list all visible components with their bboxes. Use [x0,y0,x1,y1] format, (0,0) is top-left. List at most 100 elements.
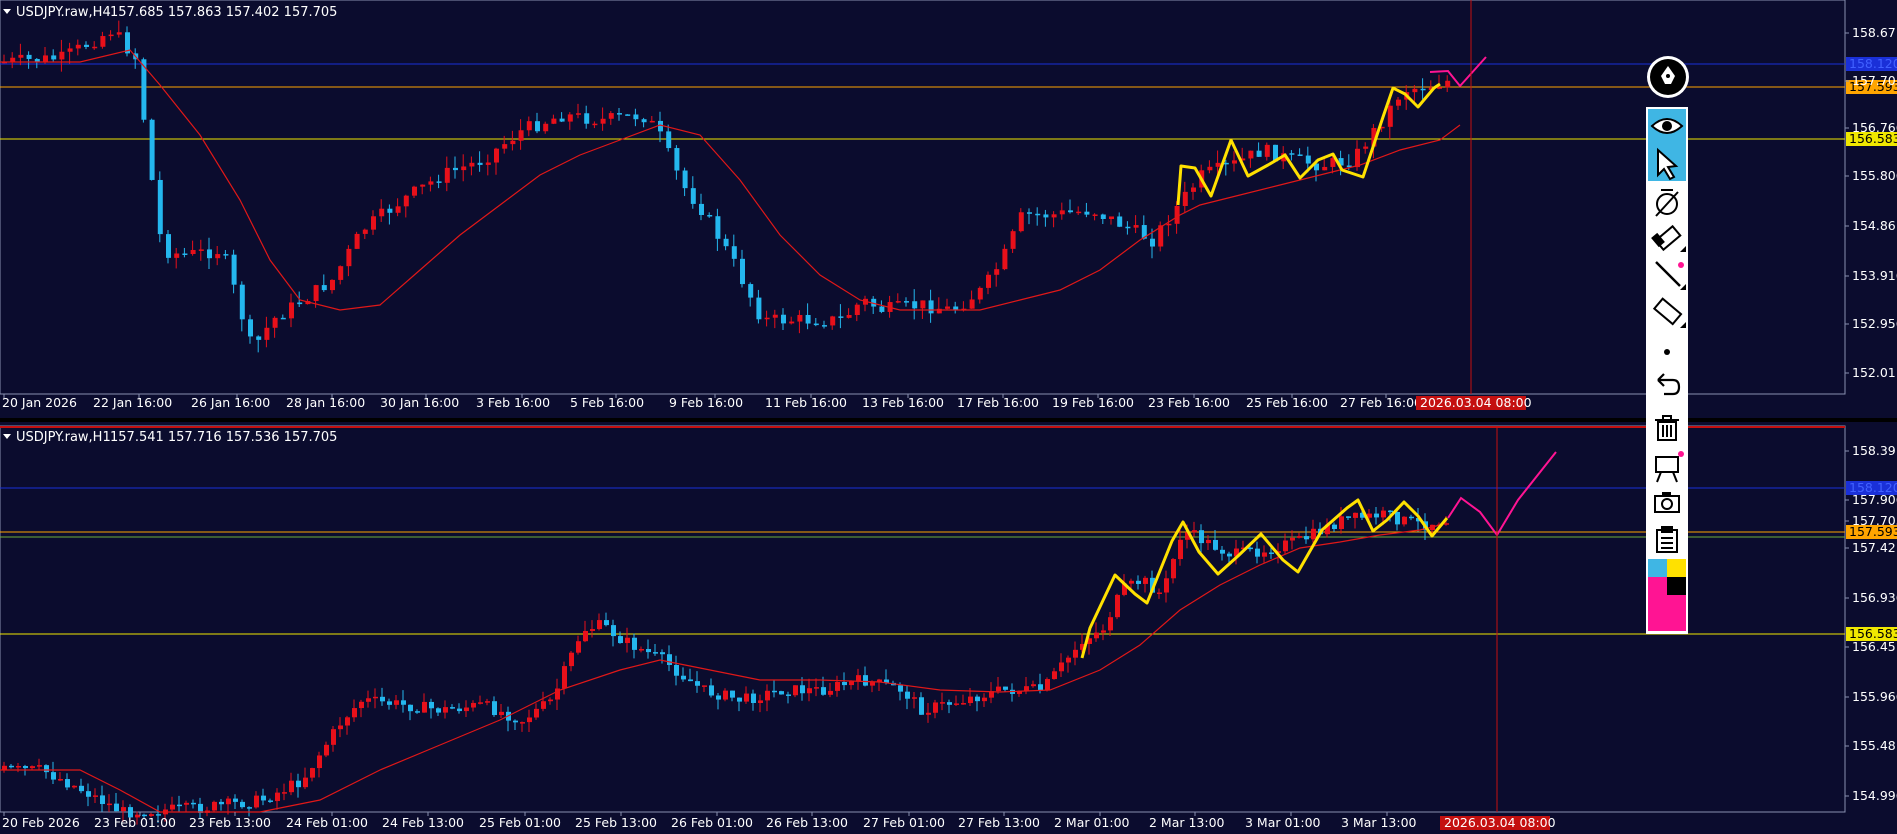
palette-color-swatch[interactable] [1648,559,1667,577]
clipboard-icon[interactable] [1656,526,1678,553]
price-tick-label: 153.916 [1852,268,1897,283]
price-tick-label: 158.671 [1852,25,1897,40]
bottom-collapse-triangle-icon[interactable] [3,434,11,439]
price-tick-label: 157.705 [1852,73,1897,88]
time-tick-label: 3 Mar 13:00 [1341,815,1417,830]
price-tick-label: 152.011 [1852,365,1897,380]
time-tick-label: 13 Feb 16:00 [862,395,944,410]
time-tick-label: 5 Feb 16:00 [570,395,644,410]
bottom-horizontal-levels[interactable]: 157.593 156.583 158.120 [0,480,1897,641]
price-tick-label: 154.861 [1852,218,1897,233]
bottom-crosshair-time-label: 2026.03.04 08:00 [1444,815,1556,830]
time-tick-label: 26 Feb 01:00 [671,815,753,830]
bottom-crosshair-time-box [1440,816,1550,830]
bottom-chart-window[interactable]: 157.593 156.583 158.120 USDJPY.raw,H1 157.… [0,422,1897,834]
price-tick-label: 156.936 [1852,590,1897,605]
eye-icon[interactable] [1650,118,1684,134]
time-tick-label: 28 Jan 16:00 [286,395,365,410]
top-symbol-title: USDJPY.raw,H4 [16,5,111,20]
time-tick-label: 26 Feb 13:00 [766,815,848,830]
eraser-icon[interactable] [1652,297,1686,328]
camera-icon[interactable] [1654,492,1680,513]
palette-color-swatch[interactable] [1667,577,1686,595]
bottom-moving-average-line [0,524,1441,813]
time-tick-label: 22 Jan 16:00 [93,395,172,410]
top-projection-drawing[interactable] [1429,56,1487,88]
price-level-box [1846,481,1897,495]
time-tick-label: 3 Feb 16:00 [476,395,550,410]
time-tick-label: 25 Feb 16:00 [1246,395,1328,410]
top-crosshair-time-box [1416,396,1526,410]
time-tick-label: 11 Feb 16:00 [765,395,847,410]
time-tick-label: 3 Mar 01:00 [1245,815,1321,830]
time-tick-label: 27 Feb 01:00 [863,815,945,830]
undo-icon[interactable] [1657,373,1681,396]
top-chart-background [0,0,1897,418]
price-level-box [1846,525,1897,539]
top-horizontal-levels[interactable]: 157.593 156.583 158.120 [0,56,1897,146]
price-level-label: 157.593 [1849,79,1897,94]
price-tick-label: 158.391 [1852,443,1897,458]
time-tick-label: 17 Feb 16:00 [957,395,1039,410]
price-level-label: 156.583 [1849,626,1897,641]
price-tick-label: 155.481 [1852,738,1897,753]
top-crosshair-time-label: 2026.03.04 08:00 [1420,395,1532,410]
toolbar-panel [1646,107,1688,634]
bottom-symbol-title: USDJPY.raw,H1 [16,430,111,445]
price-level-label: 158.120 [1849,480,1897,495]
top-yellow-zigzag-drawing[interactable] [1176,82,1441,206]
time-tick-label: 27 Feb 13:00 [958,815,1040,830]
price-tick-label: 152.956 [1852,316,1897,331]
easel-icon[interactable] [1655,451,1684,483]
price-tick-label: 157.705 [1852,513,1897,528]
bottom-price-axis: 158.391 157.906 157.705 157.421 156.936 156.4… [1845,443,1897,803]
time-tick-label: 2 Mar 01:00 [1054,815,1130,830]
top-time-axis: 20 Jan 2026 22 Jan 16:00 26 Jan 16:00 28 Ja… [2,394,1422,410]
trash-icon[interactable] [1655,415,1679,441]
price-tick-label: 155.966 [1852,689,1897,704]
bottom-yellow-zigzag-drawing[interactable] [1080,498,1449,659]
top-chart-window[interactable]: 157.593 156.583 158.120 USDJPY.raw,H4 157.… [0,0,1897,418]
time-tick-label: 9 Feb 16:00 [669,395,743,410]
price-level-label: 156.583 [1849,131,1897,146]
bottom-candles [2,506,1449,825]
bottom-time-axis: 20 Feb 2026 23 Feb 01:00 23 Feb 13:00 24 Fe… [2,812,1417,830]
crossed-circle-icon[interactable] [1655,189,1679,217]
time-tick-label: 23 Feb 16:00 [1148,395,1230,410]
price-tick-label: 156.451 [1852,639,1897,654]
bottom-projection-drawing[interactable] [1447,451,1557,537]
time-tick-label: 20 Feb 2026 [2,815,80,830]
cursor-arrow-icon[interactable] [1657,147,1679,181]
bottom-chart-background [0,422,1897,834]
palette-color-swatch[interactable] [1667,559,1686,577]
time-tick-label: 20 Jan 2026 [2,395,77,410]
bottom-ohlc-readout: 157.541 157.716 157.536 157.705 [110,430,337,445]
time-tick-label: 27 Feb 16:00 [1340,395,1422,410]
top-collapse-triangle-icon[interactable] [3,9,11,14]
marker-icon[interactable] [1651,224,1686,252]
price-tick-label: 156.766 [1852,120,1897,135]
price-tick-label: 154.996 [1852,788,1897,803]
drawing-toolbar[interactable] [1646,56,1689,634]
price-level-box [1846,132,1897,146]
dot-icon[interactable] [1664,349,1670,355]
panel-separator[interactable] [0,418,1897,422]
color-palette[interactable] [1648,559,1686,631]
time-tick-label: 25 Feb 13:00 [575,815,657,830]
palette-color-swatch[interactable] [1648,577,1667,595]
top-price-axis: 158.671 157.705 156.766 155.806 154.861 153.9… [1845,25,1897,380]
top-ohlc-readout: 157.685 157.863 157.402 157.705 [110,5,337,20]
time-tick-label: 26 Jan 16:00 [191,395,270,410]
time-tick-label: 24 Feb 13:00 [382,815,464,830]
price-level-box [1846,80,1897,94]
time-tick-label: 23 Feb 01:00 [94,815,176,830]
price-level-label: 158.120 [1849,56,1897,71]
price-level-label: 157.593 [1849,524,1897,539]
line-icon[interactable] [1655,261,1686,290]
time-tick-label: 2 Mar 13:00 [1149,815,1225,830]
time-tick-label: 25 Feb 01:00 [479,815,561,830]
palette-color-swatch[interactable] [1648,595,1686,631]
price-level-box [1846,57,1897,71]
time-tick-label: 30 Jan 16:00 [380,395,459,410]
